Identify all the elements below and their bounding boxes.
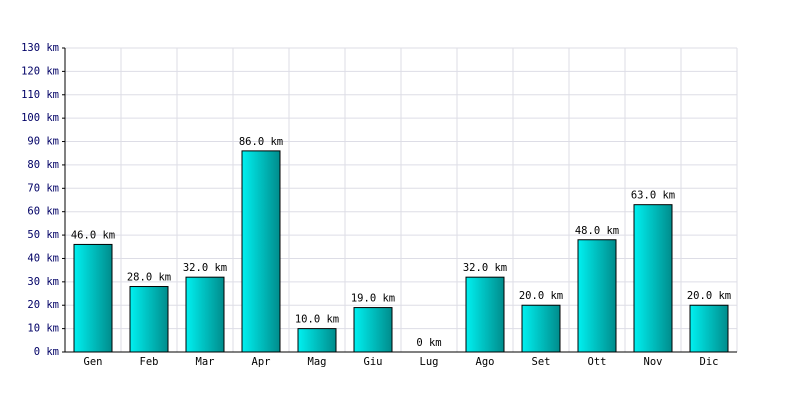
bar xyxy=(297,328,337,353)
x-tick-label: Lug xyxy=(420,356,439,368)
x-tick-label: Mag xyxy=(308,356,327,368)
x-tick-label: Ago xyxy=(476,356,495,368)
bar xyxy=(633,204,673,353)
y-tick-label: 50 km xyxy=(27,229,59,241)
x-tick-label: Giu xyxy=(364,356,383,368)
y-tick-label: 90 km xyxy=(27,136,59,148)
bar xyxy=(465,276,505,353)
data-label: 63.0 km xyxy=(631,190,675,202)
x-tick-label: Apr xyxy=(252,356,271,368)
data-label: 86.0 km xyxy=(239,136,283,148)
y-tick-label: 120 km xyxy=(21,65,59,77)
data-label: 32.0 km xyxy=(463,262,507,274)
y-tick-label: 20 km xyxy=(27,299,59,311)
bar xyxy=(577,239,617,353)
data-label: 48.0 km xyxy=(575,225,619,237)
y-tick-label: 40 km xyxy=(27,252,59,264)
x-tick-label: Gen xyxy=(84,356,103,368)
y-tick-label: 0 km xyxy=(34,346,59,358)
x-tick-label: Nov xyxy=(644,356,663,368)
y-tick-label: 30 km xyxy=(27,276,59,288)
y-tick-label: 130 km xyxy=(21,42,59,54)
data-label: 46.0 km xyxy=(71,229,115,241)
y-tick-label: 70 km xyxy=(27,182,59,194)
data-label: 28.0 km xyxy=(127,272,171,284)
x-tick-label: Dic xyxy=(700,356,719,368)
bar xyxy=(241,150,281,353)
y-tick-label: 60 km xyxy=(27,206,59,218)
y-tick-label: 100 km xyxy=(21,112,59,124)
x-tick-label: Ott xyxy=(588,356,607,368)
x-tick-label: Set xyxy=(532,356,551,368)
bar xyxy=(185,276,225,353)
bar xyxy=(689,304,729,353)
bar xyxy=(129,286,169,353)
bar xyxy=(73,243,113,353)
data-label: 19.0 km xyxy=(351,293,395,305)
data-label: 0 km xyxy=(416,337,441,349)
data-label: 32.0 km xyxy=(183,262,227,274)
x-tick-label: Feb xyxy=(140,356,159,368)
y-tick-label: 80 km xyxy=(27,159,59,171)
data-label: 20.0 km xyxy=(519,290,563,302)
bar xyxy=(353,307,393,353)
data-label: 10.0 km xyxy=(295,314,339,326)
x-tick-label: Mar xyxy=(196,356,215,368)
y-tick-label: 110 km xyxy=(21,89,59,101)
bar xyxy=(521,304,561,353)
data-label: 20.0 km xyxy=(687,290,731,302)
y-tick-label: 10 km xyxy=(27,323,59,335)
